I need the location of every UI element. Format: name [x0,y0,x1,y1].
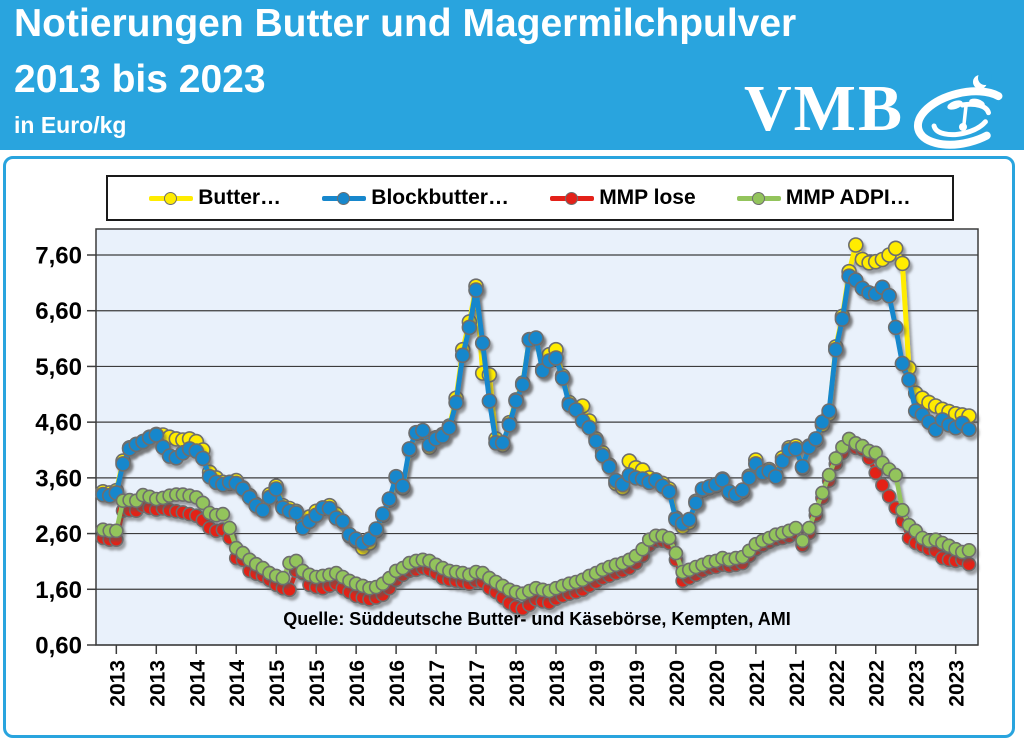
svg-text:2014: 2014 [186,660,209,707]
svg-text:2013: 2013 [146,660,169,707]
svg-text:2023: 2023 [946,660,969,707]
svg-text:2013: 2013 [106,660,129,707]
svg-text:2016: 2016 [346,660,369,707]
legend-label-butter: Butter… [198,186,282,209]
legend: Butter… Blockbutter… MMP lose [106,175,954,221]
svg-text:2015: 2015 [266,660,289,707]
svg-text:2019: 2019 [626,660,649,707]
legend-label-mmp-lose: MMP lose [599,186,696,209]
mmp-adpi-series-marker-icon [736,191,781,206]
svg-text:2023: 2023 [906,660,929,707]
vmb-logo: VMB [744,76,904,142]
butter-series-marker-icon [149,191,194,206]
svg-text:0,60: 0,60 [35,633,82,660]
svg-text:2017: 2017 [426,660,449,707]
legend-item-mmp-lose: MMP lose [550,186,696,210]
svg-text:2018: 2018 [506,660,529,707]
svg-text:2021: 2021 [786,660,809,707]
svg-text:7,60: 7,60 [35,243,82,270]
svg-text:1,60: 1,60 [35,577,82,604]
svg-text:3,60: 3,60 [35,465,82,492]
svg-text:2014: 2014 [226,660,249,707]
header-banner: Notierungen Butter und Magermilchpulver … [0,0,1024,150]
svg-text:2,60: 2,60 [35,521,82,548]
legend-item-butter: Butter… [149,186,281,210]
mmp-lose-series-marker-icon [550,191,595,206]
chart-card: 0,60 1,60 2,60 3,60 4,60 5,60 6,60 7,60 2013 2013… [3,156,1015,738]
svg-text:2022: 2022 [866,660,889,707]
svg-text:2022: 2022 [826,660,849,707]
vmb-logo-icon [913,72,1013,149]
svg-text:2020: 2020 [666,660,689,707]
svg-text:2017: 2017 [466,660,489,707]
page-title-line2: 2013 bis 2023 [14,58,266,101]
page-title-line1: Notierungen Butter und Magermilchpulver [14,2,797,45]
legend-label-blockbutter: Blockbutter… [371,186,509,209]
vmb-logo-text: VMB [744,72,904,145]
svg-text:2021: 2021 [746,660,769,707]
svg-text:2015: 2015 [306,660,329,707]
svg-text:2020: 2020 [706,660,729,707]
svg-text:2018: 2018 [546,660,569,707]
svg-text:5,60: 5,60 [35,354,82,381]
price-line-chart: 0,60 1,60 2,60 3,60 4,60 5,60 6,60 7,60 2013 2013… [35,228,979,707]
svg-text:6,60: 6,60 [35,298,82,325]
blockbutter-series-marker-icon [322,191,367,206]
svg-text:4,60: 4,60 [35,410,82,437]
source-note: Quelle: Süddeutsche Butter- und Käsebörs… [283,609,791,629]
legend-label-mmp-adpi: MMP ADPI… [785,186,911,209]
unit-subtitle: in Euro/kg [14,112,127,138]
legend-item-blockbutter: Blockbutter… [322,186,509,210]
svg-text:2016: 2016 [386,660,409,707]
legend-item-mmp-adpi: MMP ADPI… [736,186,911,210]
svg-text:2019: 2019 [586,660,609,707]
